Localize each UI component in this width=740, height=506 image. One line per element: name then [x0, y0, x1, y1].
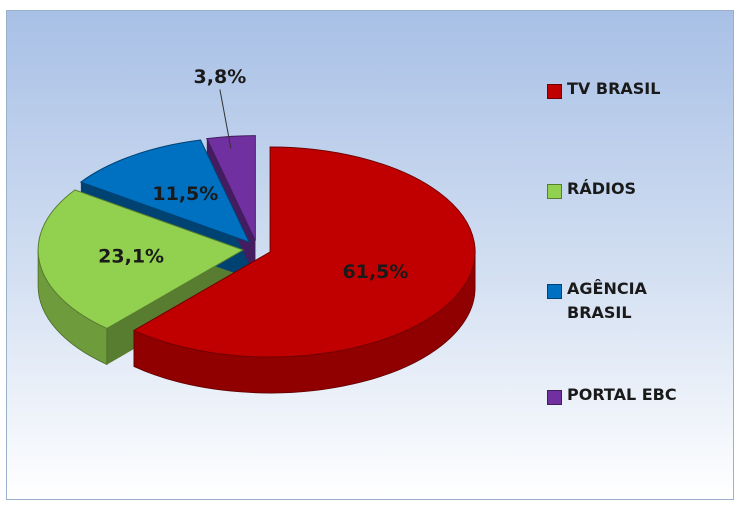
- legend-item: TV BRASIL: [547, 79, 687, 101]
- legend-label: PORTAL EBC: [567, 385, 677, 404]
- legend-swatch: [547, 284, 562, 299]
- pie-chart: 61,5% 23,1% 11,5% 3,8%: [37, 66, 476, 394]
- legend-item: PORTAL EBC: [547, 385, 687, 407]
- slice: [206, 135, 256, 241]
- legend-swatch: [547, 84, 562, 99]
- pie-tops: [37, 135, 476, 358]
- legend-label: RÁDIOS: [567, 179, 637, 198]
- chart: 61,5% 23,1% 11,5% 3,8% TV BRASIL RÁDIOS AGÊNC…: [6, 10, 734, 500]
- slice: [132, 146, 476, 358]
- data-label: 11,5%: [152, 183, 218, 205]
- data-label: 23,1%: [98, 245, 164, 267]
- legend-label: AGÊNCIA BRASIL: [567, 279, 647, 322]
- data-label: 61,5%: [343, 261, 409, 283]
- slice: [79, 139, 251, 243]
- slice: [37, 189, 245, 330]
- legend-swatch: [547, 390, 562, 405]
- legend-swatch: [547, 184, 562, 199]
- legend-item: AGÊNCIA BRASIL: [547, 279, 687, 325]
- legend-item: RÁDIOS: [547, 179, 687, 201]
- leader-line: [219, 89, 232, 149]
- data-label: 3,8%: [194, 66, 247, 88]
- legend-label: TV BRASIL: [567, 79, 661, 98]
